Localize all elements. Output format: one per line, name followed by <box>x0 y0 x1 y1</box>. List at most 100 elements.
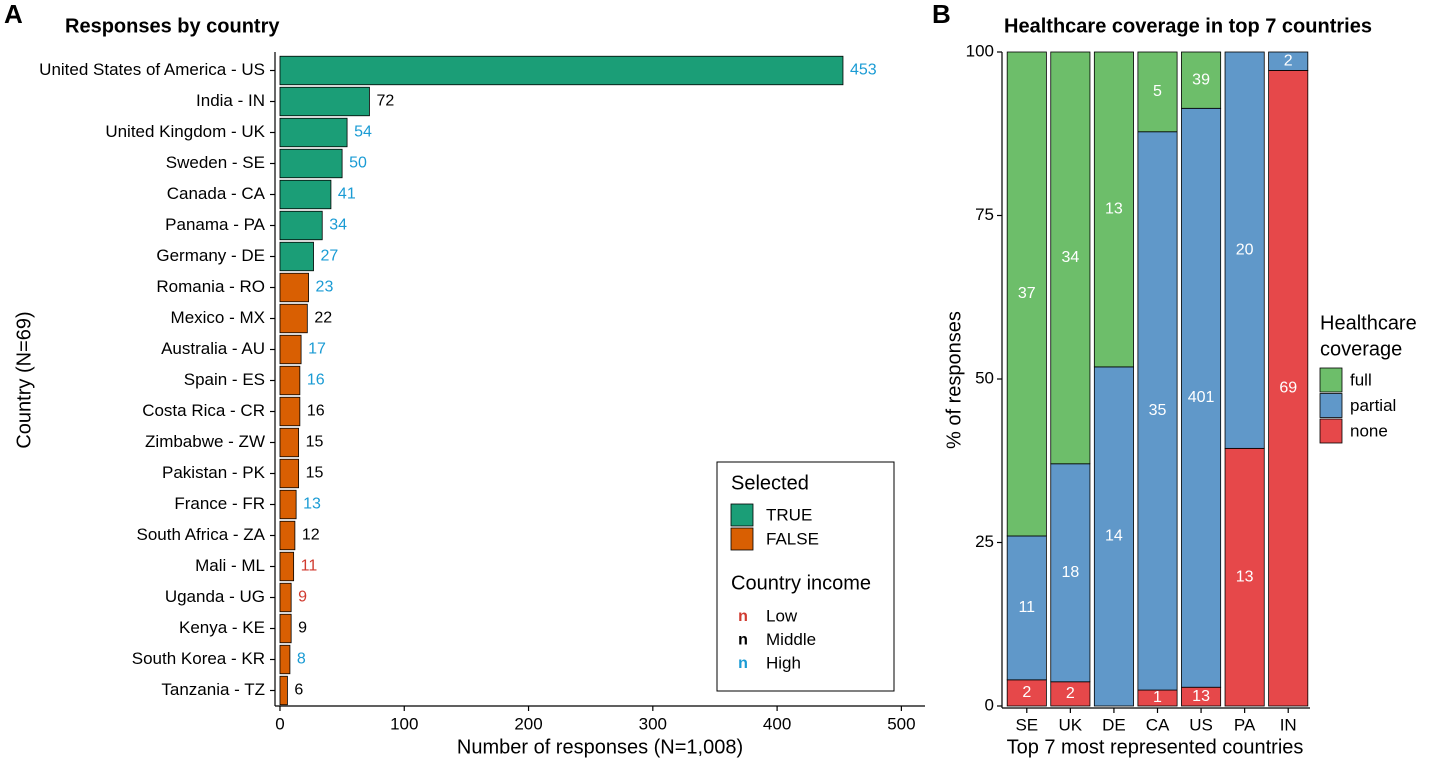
y-tick-label: Costa Rica - CR <box>142 401 265 420</box>
y-tick-label: Australia - AU <box>161 339 265 358</box>
value-label: 15 <box>306 465 324 482</box>
y-tick-label: 0 <box>985 695 994 714</box>
bar <box>279 458 300 489</box>
y-tick-label: Zimbabwe - ZW <box>145 432 265 451</box>
bar <box>279 334 302 365</box>
bar-segment <box>1137 51 1178 133</box>
bar <box>279 241 314 272</box>
value-label: 453 <box>850 62 877 79</box>
y-tick-label: Romania - RO <box>156 277 265 296</box>
legend-swatch <box>730 503 754 527</box>
value-label: 23 <box>316 279 334 296</box>
bar <box>279 86 370 117</box>
legend-swatch <box>1319 367 1343 393</box>
x-tick-label: US <box>1189 715 1213 734</box>
value-label: 50 <box>349 155 367 172</box>
y-tick-label: United Kingdom - UK <box>105 122 265 141</box>
y-tick-label: Kenya - KE <box>179 618 265 637</box>
bar <box>279 210 323 241</box>
value-label: 39 <box>1192 71 1210 88</box>
bar <box>279 303 308 334</box>
bar <box>279 551 295 582</box>
legend-symbol: n <box>738 655 748 672</box>
value-label: 41 <box>338 186 356 203</box>
value-label: 37 <box>1018 285 1036 302</box>
legend-label: Middle <box>766 630 816 649</box>
value-label: 5 <box>1153 83 1162 100</box>
value-label: 401 <box>1188 389 1215 406</box>
legend-symbol: n <box>738 632 748 649</box>
value-label: 18 <box>1061 564 1079 581</box>
bar <box>279 396 301 427</box>
bar-segment <box>1224 51 1265 449</box>
bar <box>279 520 296 551</box>
bar-segment <box>1137 131 1178 691</box>
y-tick-label: Spain - ES <box>184 370 265 389</box>
bar <box>279 365 301 396</box>
x-tick-label: PA <box>1234 715 1256 734</box>
legend-title: Selected <box>731 472 809 494</box>
value-label: 2 <box>1066 685 1075 702</box>
value-label: 34 <box>1061 249 1079 266</box>
bar <box>279 55 844 86</box>
legend-title: Country income <box>731 572 871 594</box>
bar <box>279 675 288 706</box>
legend-label: full <box>1350 370 1372 389</box>
y-tick-label: France - FR <box>174 494 265 513</box>
x-tick-label: UK <box>1059 715 1083 734</box>
y-tick-label: Germany - DE <box>156 246 265 265</box>
bar-segment <box>1006 535 1047 681</box>
y-tick-label: Mexico - MX <box>171 308 265 327</box>
value-label: 13 <box>1192 688 1210 705</box>
value-label: 8 <box>297 651 306 668</box>
bar <box>279 613 292 644</box>
y-tick-label: Tanzania - TZ <box>161 680 265 699</box>
x-axis-title: Top 7 most represented countries <box>1007 736 1304 758</box>
y-tick-label: Mali - ML <box>195 556 265 575</box>
value-label: 6 <box>294 682 303 699</box>
value-label: 72 <box>376 93 394 110</box>
value-label: 27 <box>321 248 339 265</box>
value-label: 17 <box>308 341 326 358</box>
legend-swatch <box>1319 418 1343 444</box>
bar <box>279 427 300 458</box>
y-tick-label: India - IN <box>196 91 265 110</box>
value-label: 12 <box>302 527 320 544</box>
x-tick-label: 300 <box>639 714 667 733</box>
chart-title: Responses by country <box>65 15 280 37</box>
value-label: 13 <box>303 496 321 513</box>
bar-segment <box>1093 366 1134 707</box>
legend-title: coverage <box>1320 338 1402 360</box>
legend-swatch <box>1319 393 1343 418</box>
value-label: 69 <box>1279 379 1297 396</box>
y-tick-label: 25 <box>975 532 994 551</box>
value-label: 20 <box>1236 241 1254 258</box>
x-tick-label: IN <box>1280 715 1297 734</box>
y-axis-title: % of responses <box>943 311 965 449</box>
x-tick-label: SE <box>1015 715 1038 734</box>
value-label: 54 <box>354 124 372 141</box>
bar <box>279 117 348 148</box>
y-tick-label: Panama - PA <box>165 215 266 234</box>
value-label: 15 <box>306 434 324 451</box>
value-label: 9 <box>298 589 307 606</box>
legend-label: partial <box>1350 396 1396 415</box>
bar-segment <box>1224 447 1265 707</box>
value-label: 1 <box>1153 689 1162 706</box>
bar <box>279 148 343 179</box>
y-tick-label: 75 <box>975 205 994 224</box>
bar <box>279 179 332 210</box>
y-tick-label: Pakistan - PK <box>162 463 266 482</box>
value-label: 11 <box>301 558 318 575</box>
bar-segment <box>1268 51 1309 71</box>
value-label: 22 <box>314 310 332 327</box>
x-tick-label: DE <box>1102 715 1126 734</box>
y-tick-label: 100 <box>966 41 994 60</box>
legend-label: Low <box>766 606 798 625</box>
panel-label: A <box>4 0 23 29</box>
bar-segment <box>1050 681 1091 707</box>
y-axis-title: Country (N=69) <box>13 311 35 448</box>
value-label: 2 <box>1022 684 1031 701</box>
chart-title: Healthcare coverage in top 7 countries <box>1004 15 1372 37</box>
